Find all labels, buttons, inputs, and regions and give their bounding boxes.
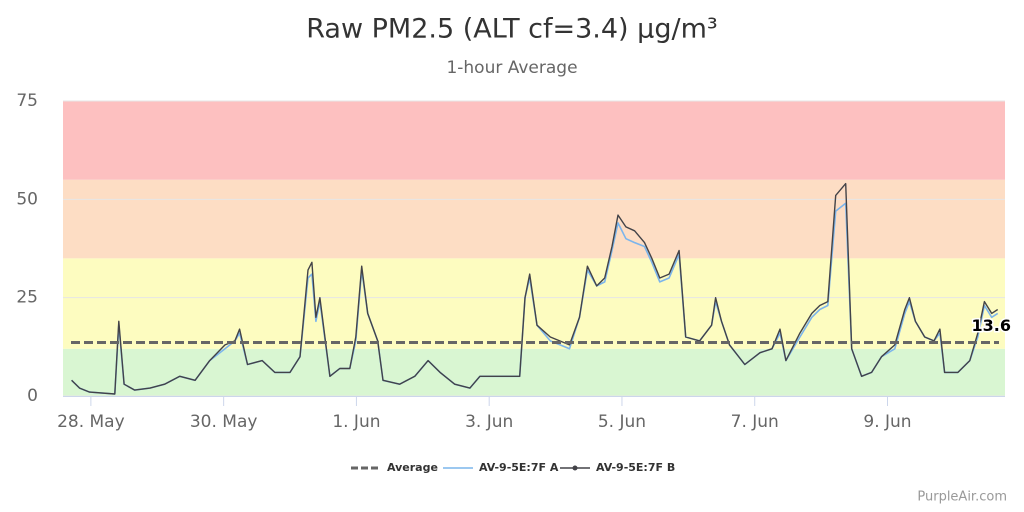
legend-label: AV-9-5E:7F A: [479, 461, 559, 474]
series-line: [71, 182, 999, 395]
y-tick-label: 25: [16, 288, 38, 308]
legend-marker: [572, 465, 578, 471]
aqi-band: [63, 179, 1005, 259]
plot-area: [63, 100, 1005, 397]
credit: PurpleAir.com: [917, 490, 1007, 505]
x-tick-label: 5. Jun: [598, 412, 646, 432]
y-tick-label: 50: [16, 189, 38, 209]
average-label: 13.6: [972, 316, 1011, 335]
x-tick-label: 7. Jun: [731, 412, 779, 432]
legend-label: AV-9-5E:7F B: [596, 461, 675, 474]
legend-label: Average: [387, 461, 438, 474]
chart-subtitle: 1-hour Average: [446, 58, 577, 78]
aqi-band: [63, 101, 1005, 180]
x-tick-label: 30. May: [190, 412, 258, 432]
x-tick-label: 9. Jun: [863, 412, 911, 432]
aqi-band: [63, 348, 1005, 396]
x-tick-label: 28. May: [57, 412, 125, 432]
x-tick-label: 1. Jun: [332, 412, 380, 432]
y-tick-label: 0: [27, 386, 38, 406]
y-tick-label: 75: [16, 91, 38, 111]
chart-title: Raw PM2.5 (ALT cf=3.4) μg/m³: [306, 14, 717, 45]
x-tick-label: 3. Jun: [465, 412, 513, 432]
